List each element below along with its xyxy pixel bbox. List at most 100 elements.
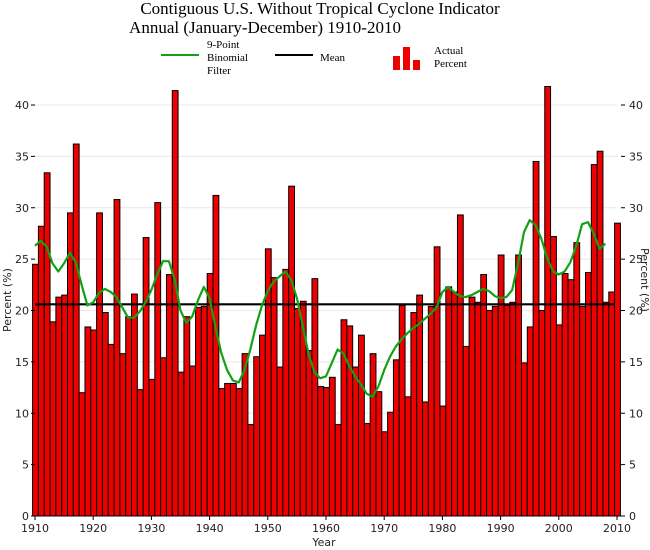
bar-1960 [323,387,330,517]
y-tick-label-left: 20 [15,305,29,318]
y-tick-label-left: 35 [15,150,29,163]
bar-1924 [113,199,121,517]
y-tick-label-left: 30 [15,202,29,215]
bar-1982 [451,291,458,517]
bar-2006 [590,164,598,517]
bar-1969 [375,391,383,517]
bar-1967 [363,423,371,517]
bar-1958 [311,278,319,517]
bar-1946 [241,353,249,517]
bar-1941 [212,194,220,517]
x-tick-label: 1980 [428,522,456,535]
bar-1995 [526,326,534,517]
bar-1987 [480,274,488,517]
x-tick-label: 2000 [545,522,573,535]
bar-1927 [131,293,138,517]
bar-1922 [101,312,109,517]
bar-1921 [96,212,103,517]
bar-1910 [32,263,39,517]
bar-1926 [125,316,133,517]
bar-1983 [456,214,464,517]
bar-1990 [497,254,505,517]
bar-1979 [433,246,441,517]
bar-1978 [427,305,435,517]
bar-1992 [509,301,517,517]
bar-1963 [340,319,348,517]
bar-1980 [439,405,447,517]
x-tick-label: 2010 [603,522,631,535]
bar-1994 [520,362,528,517]
bar-1948 [253,356,261,517]
bar-1965 [352,366,360,517]
y-tick-label-left: 5 [22,459,29,472]
bar-1985 [468,296,476,517]
y-tick-label-left: 40 [15,99,29,112]
y-tick-label-left: 25 [15,253,29,266]
bar-1998 [544,86,552,517]
bar-1923 [107,343,115,517]
bar-1935 [177,371,185,517]
y-tick-label-right: 10 [629,407,643,420]
bar-1955 [293,307,301,517]
y-tick-label-right: 5 [629,459,636,472]
bar-1997 [538,310,546,517]
bar-1971 [387,411,394,517]
x-tick-label: 1940 [196,522,224,535]
bar-1975 [410,312,418,517]
bar-1993 [515,254,522,517]
bar-1976 [416,294,424,517]
x-tick-label: 1950 [254,522,282,535]
bar-1925 [119,353,127,517]
bar-1911 [37,225,45,517]
y-tick-label-right: 35 [629,150,643,163]
legend-filter-label-2: Binomial [207,52,248,64]
y-tick-label-right: 40 [629,99,643,112]
bar-2005 [584,271,592,517]
bar-2003 [573,242,581,517]
chart-subtitle: Annual (January-December) 1910-2010 [129,18,401,37]
bar-2001 [561,273,569,517]
bar-1937 [189,365,197,517]
y-tick-label-right: 30 [629,202,643,215]
bar-1920 [90,329,98,517]
x-tick-label: 1960 [312,522,340,535]
y-axis-title-right: Percent (%) [638,248,650,312]
bar-1917 [72,143,80,517]
y-tick-label-right: 25 [629,253,643,266]
bar-1912 [43,172,51,517]
x-tick-label: 1970 [370,522,398,535]
legend-filter-label-3: Filter [207,65,231,77]
bar-1936 [183,316,191,517]
bar-1981 [445,286,453,517]
filter-layer [34,219,607,398]
legend: 9-Point Binomial Filter Mean Actual Perc… [161,39,467,77]
y-tick-label-left: 15 [15,356,29,369]
bar-1945 [235,388,243,517]
legend-filter-label-1: 9-Point [207,39,239,51]
bar-1943 [224,382,231,517]
bar-1964 [346,325,354,517]
bar-1972 [392,359,400,517]
bar-1949 [259,334,266,517]
bar-1977 [422,401,429,517]
x-axis-title: Year [311,536,336,549]
y-tick-label-right: 0 [629,510,636,523]
bar-1942 [218,388,226,517]
bar-1939 [200,305,208,517]
bar-1930 [148,378,156,517]
bar-1962 [334,424,342,517]
bar-1974 [404,396,412,517]
bar-1991 [503,304,511,517]
bar-1966 [358,334,365,517]
bar-1952 [276,366,284,517]
x-tick-label: 1990 [487,522,515,535]
bar-1918 [78,392,86,517]
legend-bars-icon [393,47,420,70]
y-axis-title-left: Percent (%) [1,268,14,332]
bars [32,86,621,517]
bar-1915 [61,294,69,517]
bar-1932 [160,357,167,517]
bar-1953 [282,268,290,517]
bar-1931 [154,202,162,517]
x-tick-label: 1920 [79,522,107,535]
